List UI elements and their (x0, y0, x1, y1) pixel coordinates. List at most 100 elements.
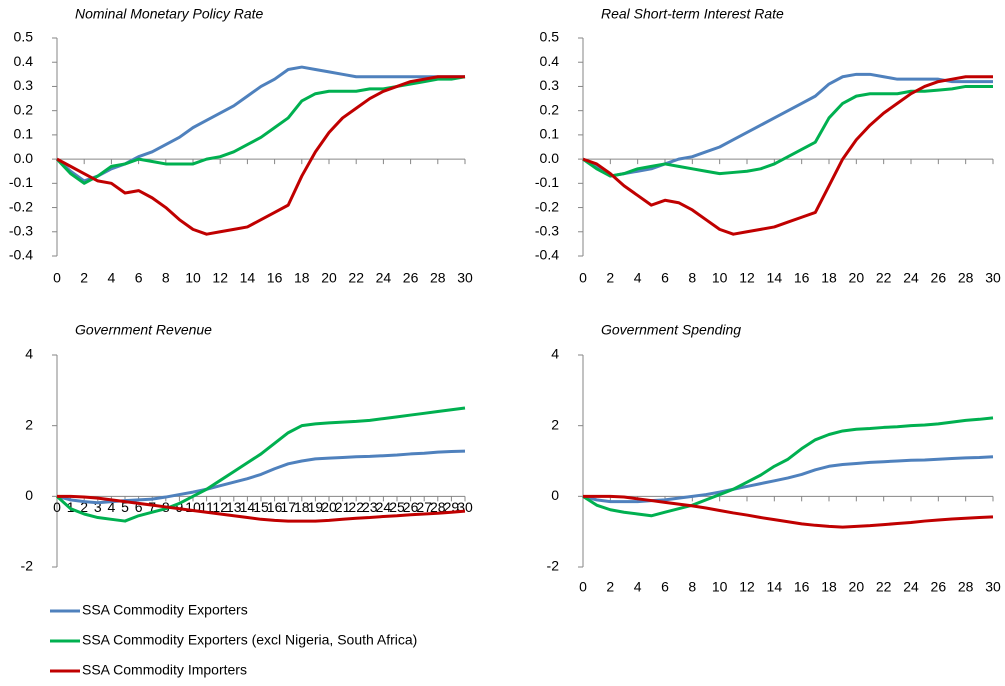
y-tick-label: 0.4 (540, 53, 560, 69)
x-tick-label: 15 (253, 499, 269, 515)
x-tick-label: 10 (712, 270, 728, 286)
x-tick-label: 26 (403, 270, 419, 286)
x-tick-label: 4 (108, 270, 116, 286)
x-tick-label: 20 (321, 270, 337, 286)
x-tick-label: 18 (821, 579, 837, 595)
x-tick-label: 14 (240, 270, 256, 286)
x-tick-label: 6 (661, 270, 669, 286)
y-tick-label: -2 (547, 558, 560, 574)
x-tick-label: 28 (958, 579, 974, 595)
legend-label: SSA Commodity Exporters (82, 602, 248, 618)
y-tick-label: 0.0 (540, 150, 560, 166)
series-line (57, 494, 466, 523)
y-tick-label: -0.1 (9, 174, 33, 190)
x-tick-label: 30 (985, 270, 1001, 286)
y-tick-label: 0.1 (14, 126, 34, 142)
chart-title: Government Revenue (75, 322, 212, 338)
series-line (583, 494, 994, 529)
x-tick-label: 24 (376, 270, 392, 286)
x-tick-label: 26 (403, 499, 419, 515)
x-tick-label: 28 (958, 270, 974, 286)
x-tick-label: 20 (849, 579, 865, 595)
y-tick-label: -0.4 (535, 247, 559, 263)
x-tick-label: 16 (794, 579, 810, 595)
y-tick-label: 0.3 (540, 77, 560, 93)
x-tick-label: 21 (335, 499, 351, 515)
x-tick-label: 30 (457, 270, 473, 286)
y-tick-label: 0.2 (14, 101, 34, 117)
x-tick-label: 14 (767, 270, 783, 286)
x-tick-label: 0 (579, 270, 587, 286)
x-tick-label: 20 (849, 270, 865, 286)
x-tick-label: 2 (80, 499, 88, 515)
y-tick-label: 0.2 (540, 101, 560, 117)
y-tick-label: 0 (551, 487, 559, 503)
x-tick-label: 24 (903, 270, 919, 286)
x-tick-label: 10 (712, 579, 728, 595)
x-tick-label: 2 (80, 270, 88, 286)
x-tick-label: 22 (348, 499, 364, 515)
series-line (582, 455, 994, 504)
x-tick-label: 16 (267, 270, 283, 286)
y-tick-label: -0.4 (9, 247, 33, 263)
x-tick-label: 16 (267, 499, 283, 515)
x-tick-label: 0 (53, 499, 61, 515)
y-tick-label: -0.2 (535, 198, 559, 214)
x-tick-label: 30 (985, 579, 1001, 595)
x-tick-label: 18 (294, 270, 310, 286)
chart-title: Real Short-term Interest Rate (601, 6, 784, 22)
series-line (582, 75, 993, 236)
x-tick-label: 26 (931, 579, 947, 595)
series-line (55, 406, 466, 523)
series-line (582, 84, 993, 178)
x-tick-label: 0 (53, 270, 61, 286)
y-tick-label: -0.1 (535, 174, 559, 190)
y-tick-label: 2 (551, 416, 559, 432)
x-tick-label: 13 (226, 499, 242, 515)
x-tick-label: 27 (416, 499, 432, 515)
x-tick-label: 24 (376, 499, 392, 515)
x-tick-label: 2 (606, 270, 614, 286)
x-tick-label: 20 (321, 499, 337, 515)
x-tick-label: 4 (108, 499, 116, 515)
x-tick-label: 28 (430, 270, 446, 286)
x-tick-label: 19 (308, 499, 324, 515)
y-tick-label: 0.0 (14, 150, 34, 166)
y-tick-label: 0 (25, 487, 33, 503)
y-tick-label: -0.2 (9, 198, 33, 214)
x-tick-label: 14 (240, 499, 256, 515)
x-tick-label: 8 (688, 270, 696, 286)
series-line (56, 75, 465, 236)
x-tick-label: 22 (876, 270, 892, 286)
y-tick-label: 0.5 (14, 29, 34, 45)
x-tick-label: 26 (931, 270, 947, 286)
legend-label: SSA Commodity Importers (82, 662, 247, 678)
x-tick-label: 17 (280, 499, 296, 515)
x-tick-label: 2 (606, 579, 614, 595)
chart-title: Government Spending (601, 322, 741, 338)
x-tick-label: 22 (348, 270, 364, 286)
x-tick-label: 10 (185, 270, 201, 286)
x-tick-label: 28 (430, 499, 446, 515)
x-tick-label: 8 (688, 579, 696, 595)
series-line (582, 72, 993, 178)
x-tick-label: 3 (94, 499, 102, 515)
y-tick-label: 4 (551, 346, 559, 362)
x-tick-label: 18 (294, 499, 310, 515)
x-tick-label: 23 (362, 499, 378, 515)
y-tick-label: 0.3 (14, 77, 34, 93)
x-tick-label: 6 (661, 579, 669, 595)
chart-title: Nominal Monetary Policy Rate (75, 6, 264, 22)
y-tick-label: 0.5 (540, 29, 560, 45)
series-line (56, 449, 466, 505)
x-tick-label: 18 (821, 270, 837, 286)
x-tick-label: 25 (389, 499, 405, 515)
x-tick-label: 24 (903, 579, 919, 595)
x-tick-label: 7 (148, 499, 156, 515)
x-tick-label: 9 (176, 499, 184, 515)
x-tick-label: 6 (135, 270, 143, 286)
y-tick-label: -2 (21, 558, 34, 574)
x-tick-label: 8 (162, 270, 170, 286)
x-tick-label: 0 (579, 579, 587, 595)
x-tick-label: 6 (135, 499, 143, 515)
